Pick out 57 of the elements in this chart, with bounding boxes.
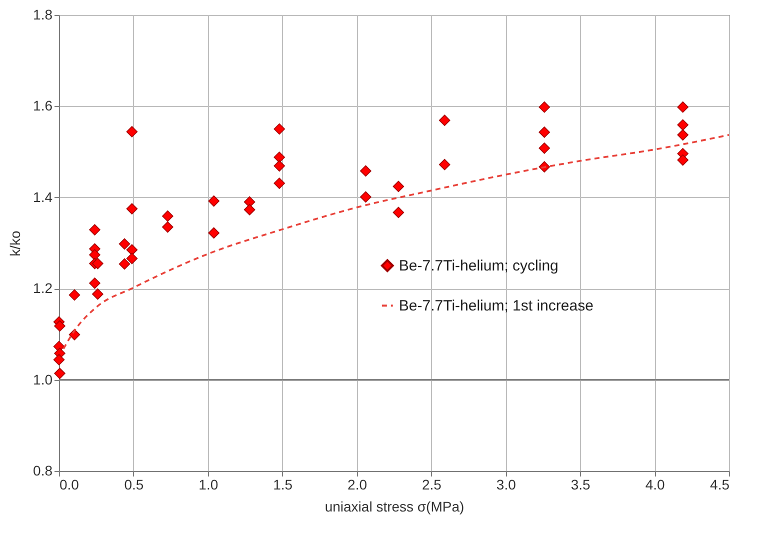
point: [208, 227, 220, 239]
x-tick-label: 3.5: [570, 476, 591, 492]
y-tick-label: 1.6: [33, 98, 53, 114]
legend-label: Be-7.7Ti-helium; cycling: [398, 258, 558, 275]
point: [92, 258, 104, 270]
y-tick-label: 1.8: [33, 6, 53, 22]
y-tick-label: 1.4: [33, 188, 53, 205]
point: [677, 129, 688, 141]
point: [677, 119, 688, 131]
x-tick-label: 1.5: [273, 476, 293, 492]
point: [538, 101, 550, 113]
x-tick-label: 0.0: [60, 476, 80, 492]
y-axis-title: k/ko: [7, 230, 24, 256]
point: [392, 180, 404, 192]
x-tick-label: 0.5: [124, 476, 144, 492]
point: [126, 203, 138, 214]
point: [274, 152, 285, 163]
point: [92, 288, 104, 300]
point: [677, 101, 688, 113]
point: [162, 221, 174, 233]
point: [54, 320, 66, 332]
x-tick-label: 3.0: [496, 476, 516, 492]
point: [438, 114, 450, 126]
point: [53, 354, 65, 366]
point: [392, 206, 404, 218]
point: [244, 204, 256, 216]
point: [538, 142, 550, 154]
point: [538, 126, 550, 138]
point: [89, 249, 100, 260]
point: [68, 289, 80, 301]
y-tick-label: 1.0: [33, 371, 53, 388]
x-tick-label: 4.0: [645, 476, 665, 492]
point: [126, 126, 138, 138]
point: [54, 368, 66, 380]
point: [89, 277, 100, 289]
legend-label: Be-7.7Ti-helium; 1st increase: [398, 298, 594, 315]
x-tick-label: 1.0: [198, 476, 218, 492]
point: [360, 165, 372, 177]
y-tick-label: 0.8: [33, 462, 53, 478]
point: [677, 154, 688, 166]
point: [126, 244, 138, 256]
point: [438, 158, 450, 170]
point: [360, 191, 372, 203]
x-tick-label: 2.0: [348, 476, 368, 492]
x-tick-label: 4.5: [710, 476, 730, 492]
x-axis-title: uniaxial stress σ(MPa): [324, 498, 464, 514]
point: [118, 238, 130, 250]
point: [274, 160, 285, 172]
point: [274, 178, 285, 189]
point: [162, 210, 174, 222]
point: [118, 258, 130, 270]
point: [126, 252, 138, 264]
y-tick-label: 1.2: [33, 280, 53, 296]
x-tick-label: 2.5: [422, 476, 442, 492]
point: [274, 123, 285, 135]
point: [89, 224, 100, 236]
point: [208, 195, 220, 207]
